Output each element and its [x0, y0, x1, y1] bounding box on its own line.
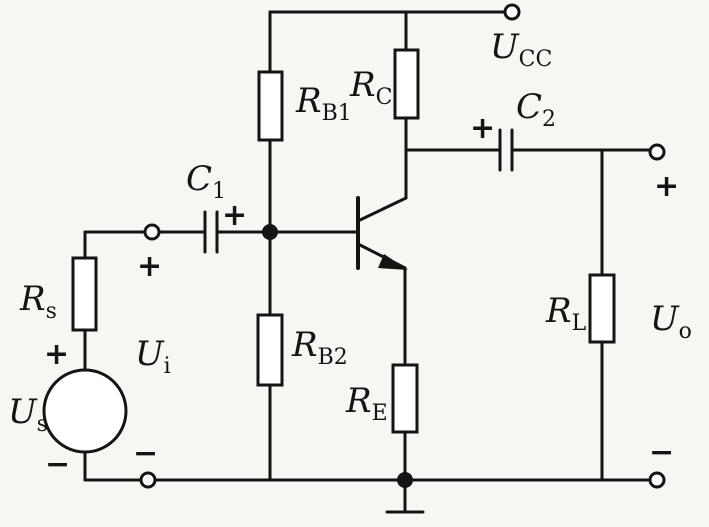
label-re: RE: [345, 381, 388, 426]
voltage-source-us: [42, 368, 128, 454]
terminal-output: [648, 143, 666, 161]
junction-base: [262, 224, 278, 240]
minus-input: −: [133, 436, 158, 471]
label-rb2: RB2: [291, 325, 348, 370]
emitter-arrow: [378, 254, 408, 270]
resistor-rb1: [257, 70, 284, 142]
label-uo: Uo: [650, 299, 692, 344]
terminal-input: [143, 223, 161, 241]
plus-c1: +: [222, 198, 247, 233]
minus-us: −: [45, 447, 70, 482]
plus-c2: +: [470, 111, 495, 146]
resistor-rs: [71, 256, 98, 332]
label-rl: RL: [545, 291, 587, 336]
resistor-rl: [588, 273, 616, 344]
label-c2: C2: [516, 87, 556, 132]
label-rs: Rs: [19, 279, 57, 324]
wire-collector: [358, 196, 408, 222]
label-rc: RC: [349, 65, 392, 110]
terminal-input-ground: [139, 471, 157, 489]
resistor-rb2: [256, 313, 284, 387]
label-rb1: RB1: [295, 81, 352, 126]
label-ui: Ui: [135, 334, 171, 379]
npn-transistor: [356, 196, 408, 270]
junction-ground: [397, 472, 413, 488]
minus-output: −: [649, 435, 674, 470]
plus-output: +: [654, 169, 679, 204]
plus-input: +: [137, 249, 162, 284]
label-c1: C1: [186, 159, 226, 204]
terminal-output-ground: [648, 471, 666, 489]
terminal-ucc: [503, 3, 521, 21]
label-ucc: UCC: [490, 27, 552, 72]
label-us: Us: [8, 392, 48, 437]
capacitor-c1: [203, 210, 219, 254]
resistor-rc: [393, 48, 420, 120]
resistor-re: [391, 363, 419, 434]
capacitor-c2: [498, 128, 514, 172]
plus-us: +: [44, 337, 69, 372]
